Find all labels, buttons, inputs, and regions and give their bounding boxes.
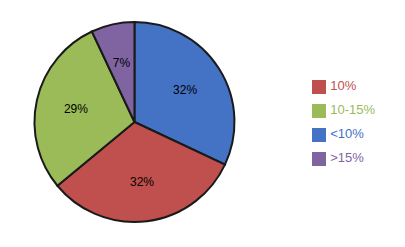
svg-text:32%: 32% [173,83,197,97]
html-text:10%: 10% [330,78,357,93]
svg-text:32%: 32% [130,175,154,189]
html-text:>15%: >15% [330,150,364,165]
svg-text:7%: 7% [113,56,131,70]
svg-text:29%: 29% [64,102,88,116]
html-text:<10%: <10% [330,126,364,141]
html-text:10-15%: 10-15% [330,102,375,117]
